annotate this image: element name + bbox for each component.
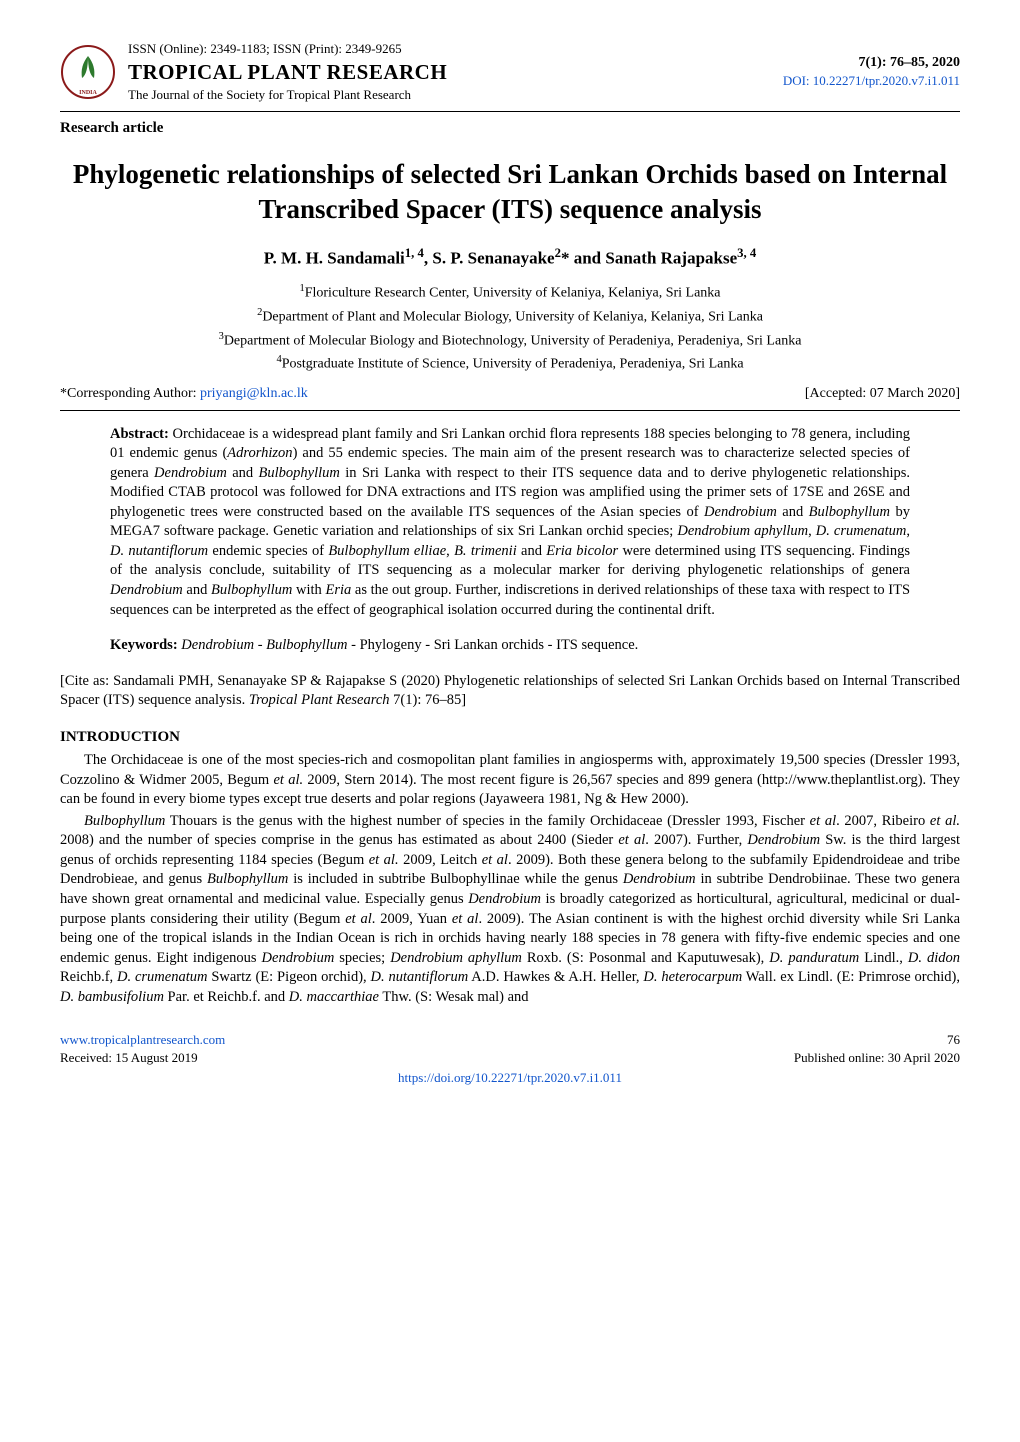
footer-doi-link[interactable]: https://doi.org/10.22271/tpr.2020.v7.i1.… (398, 1070, 622, 1085)
keywords-block: Keywords: Dendrobium - Bulbophyllum - Ph… (110, 636, 910, 656)
authors-line: P. M. H. Sandamali1, 4, S. P. Senanayake… (60, 245, 960, 271)
issn-line: ISSN (Online): 2349-1183; ISSN (Print): … (128, 40, 783, 58)
svg-text:INDIA: INDIA (79, 90, 97, 96)
volume-info: 7(1): 76–85, 2020 (783, 54, 960, 73)
affiliation-3: 3Department of Molecular Biology and Bio… (60, 330, 960, 352)
intro-para-1: The Orchidaceae is one of the most speci… (60, 751, 960, 810)
accepted-date: [Accepted: 07 March 2020] (805, 385, 960, 404)
abstract-block: Abstract: Orchidaceae is a widespread pl… (110, 425, 910, 621)
corresponding-line: *Corresponding Author: priyangi@kln.ac.l… (60, 385, 960, 411)
journal-header: INDIA ISSN (Online): 2349-1183; ISSN (Pr… (60, 40, 960, 112)
paper-title: Phylogenetic relationships of selected S… (60, 157, 960, 227)
doi-link[interactable]: DOI: 10.22271/tpr.2020.v7.i1.011 (783, 72, 960, 90)
article-type: Research article (60, 118, 960, 138)
journal-logo: INDIA (60, 44, 116, 100)
footer-received-date: Received: 15 August 2019 (60, 1049, 225, 1067)
header-right-block: 7(1): 76–85, 2020 DOI: 10.22271/tpr.2020… (783, 54, 960, 90)
intro-para-2: Bulbophyllum Thouars is the genus with t… (60, 812, 960, 1008)
journal-title: TROPICAL PLANT RESEARCH (128, 58, 783, 86)
corresponding-author: *Corresponding Author: priyangi@kln.ac.l… (60, 385, 308, 404)
abstract-text: Orchidaceae is a widespread plant family… (110, 426, 910, 618)
affiliation-4: 4Postgraduate Institute of Science, Univ… (60, 353, 960, 375)
footer-doi-center: https://doi.org/10.22271/tpr.2020.v7.i1.… (60, 1069, 960, 1087)
affiliation-2: 2Department of Plant and Molecular Biolo… (60, 306, 960, 328)
intro-heading: INTRODUCTION (60, 727, 960, 747)
header-text-block: ISSN (Online): 2349-1183; ISSN (Print): … (128, 40, 783, 103)
footer-left: www.tropicalplantresearch.com Received: … (60, 1031, 225, 1066)
page-footer: www.tropicalplantresearch.com Received: … (60, 1031, 960, 1066)
affiliations-block: 1Floriculture Research Center, Universit… (60, 282, 960, 374)
abstract-label: Abstract: (110, 426, 169, 442)
citation-block: [Cite as: Sandamali PMH, Senanayake SP &… (60, 672, 960, 711)
footer-published-date: Published online: 30 April 2020 (794, 1049, 960, 1067)
footer-right: 76 Published online: 30 April 2020 (794, 1031, 960, 1066)
keywords-label: Keywords: (110, 637, 178, 653)
footer-website-link[interactable]: www.tropicalplantresearch.com (60, 1031, 225, 1049)
corresponding-email[interactable]: priyangi@kln.ac.lk (200, 386, 308, 401)
affiliation-1: 1Floriculture Research Center, Universit… (60, 282, 960, 304)
corresponding-label: *Corresponding Author: (60, 386, 197, 401)
journal-subtitle: The Journal of the Society for Tropical … (128, 86, 783, 104)
keywords-text: Dendrobium - Bulbophyllum - Phylogeny - … (181, 637, 638, 653)
footer-page-number: 76 (794, 1031, 960, 1049)
